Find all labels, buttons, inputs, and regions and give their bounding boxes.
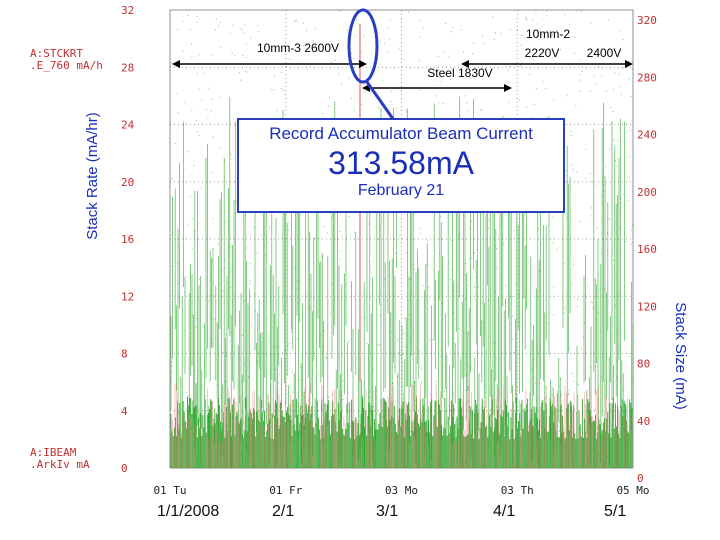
left-tick-label: 8: [121, 348, 128, 361]
right-axis-ticks: 0 40 80 120 160 200 240 280 320: [637, 14, 657, 485]
bottom-channel-line1: A:IBEAM: [30, 446, 77, 459]
date-label-may: 5/1: [604, 503, 627, 520]
right-axis-label: Stack Size (mA): [672, 302, 689, 410]
annotation-10mm2-line1: 10mm-2: [526, 27, 570, 41]
record-highlight-ellipse: [347, 8, 379, 84]
date-label-mar: 3/1: [376, 503, 399, 520]
plot-frame: [169, 9, 634, 469]
x-tick-label: 03 Th: [501, 484, 534, 497]
record-value: 313.58mA: [328, 145, 474, 181]
annotation-steel-label: Steel 1830V: [427, 66, 492, 80]
right-tick-label: 160: [637, 243, 657, 256]
plot-data: [170, 9, 634, 469]
left-channel-line1: A:STCKRT: [30, 47, 83, 60]
right-tick-label: 280: [637, 71, 657, 84]
left-tick-label: 4: [121, 405, 128, 418]
left-tick-label: 32: [121, 4, 134, 17]
right-tick-label: 80: [637, 358, 650, 371]
left-tick-label: 20: [121, 176, 134, 189]
left-channel-line2: .E_760 mA/h: [30, 59, 103, 72]
right-tick-label: 240: [637, 129, 657, 142]
date-label-apr: 4/1: [493, 503, 516, 520]
annotation-10mm2-line2b: 2400V: [587, 46, 622, 60]
record-title: Record Accumulator Beam Current: [269, 124, 533, 143]
date-label-jan: 1/1/2008: [157, 503, 220, 520]
annotation-arrow-10mm3: [172, 60, 367, 68]
left-tick-label: 24: [121, 119, 135, 132]
x-tick-label: 05 Mo: [616, 484, 649, 497]
x-tick-label: 01 Fr: [269, 484, 302, 497]
annotation-10mm2-line2a: 2220V: [525, 46, 560, 60]
right-tick-label: 120: [637, 300, 657, 313]
x-axis-ticks: 01 Tu 01 Fr 03 Mo 03 Th 05 Mo: [153, 484, 649, 497]
record-callout: Record Accumulator Beam Current 313.58mA…: [237, 118, 565, 213]
x-tick-label: 01 Tu: [153, 484, 186, 497]
date-label-feb: 2/1: [272, 503, 295, 520]
record-date: February 21: [357, 182, 445, 199]
left-axis-ticks: 0 4 8 12 16 20 24 28 32: [121, 4, 135, 475]
left-tick-label: 0: [121, 462, 128, 475]
stack-size-series: [172, 382, 631, 468]
bottom-channel-line2: .ArkIv mA: [30, 458, 90, 471]
annotation-arrow-steel: [362, 84, 512, 92]
annotation-arrow-10mm2: [461, 60, 633, 68]
left-tick-label: 28: [121, 61, 134, 74]
right-tick-label: 320: [637, 14, 657, 27]
left-tick-label: 16: [121, 233, 134, 246]
right-tick-label: 40: [637, 415, 650, 428]
x-tick-label: 03 Mo: [385, 484, 418, 497]
right-tick-label: 0: [637, 472, 644, 485]
left-tick-label: 12: [121, 290, 134, 303]
right-tick-label: 200: [637, 186, 657, 199]
annotation-10mm3-label: 10mm-3 2600V: [257, 41, 339, 55]
left-axis-label: Stack Rate (mA/hr): [84, 112, 101, 240]
